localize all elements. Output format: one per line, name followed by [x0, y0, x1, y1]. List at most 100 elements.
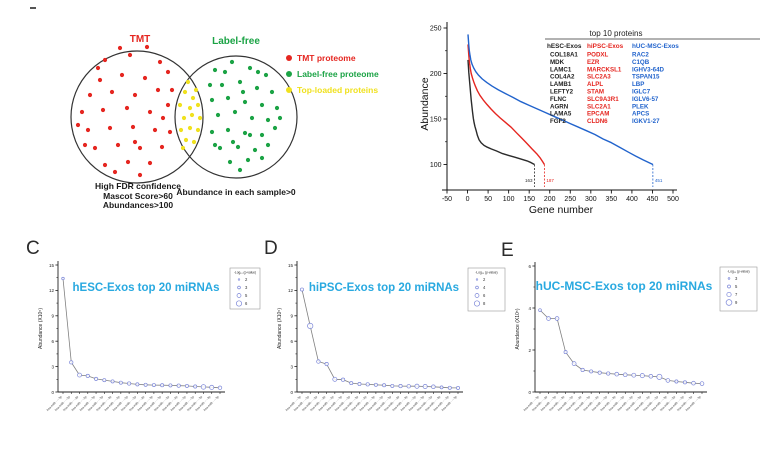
series-end-label: 451: [655, 178, 663, 183]
y-tick-label: 3: [290, 364, 293, 369]
mini-point: [656, 373, 663, 380]
protein-table-cell: FLNC: [550, 96, 567, 103]
y-tick-label: 15: [288, 263, 294, 268]
mini-point: [176, 383, 181, 388]
protein-table-cell: AGRN: [550, 103, 569, 110]
protein-table-cell: EZR: [587, 59, 600, 66]
mini-title: hESC-Exos top 20 miRNAs: [73, 282, 220, 294]
mini-point: [324, 362, 329, 367]
series-curve-hiPSC-Exos: [467, 44, 545, 165]
mini-point: [439, 385, 444, 390]
mini-legend-title: -Log₁₀ (p-value): [475, 271, 497, 275]
mini-ylabel: Abundance (X10⁵): [277, 308, 283, 349]
mini-legend-label: 2: [483, 277, 486, 282]
protein-table-cell: TSPAN15: [632, 74, 660, 81]
venn-dot-labelfree: [245, 157, 251, 163]
mini-point: [639, 373, 645, 379]
mini-point: [160, 383, 165, 388]
venn-dot-overlap: [197, 115, 203, 121]
venn-dot-labelfree: [259, 102, 265, 108]
venn-set-b-label: Label-free: [212, 36, 260, 47]
mini-point: [135, 382, 140, 387]
x-tick-label: 350: [606, 196, 618, 203]
y-tick-label: 0: [51, 390, 54, 395]
venn-dot-labelfree: [207, 82, 213, 88]
venn-dot-overlap: [190, 95, 196, 101]
mini-point: [151, 383, 156, 388]
mini-point: [606, 371, 611, 376]
venn-caption-a-line1: High FDR confidence: [95, 181, 181, 191]
protein-table-cell: APCS: [632, 111, 649, 118]
mini-point: [431, 384, 436, 390]
mini-point: [200, 384, 207, 390]
venn-dot-labelfree: [212, 142, 218, 148]
venn-dot-tmt: [127, 52, 133, 58]
protein-table-cell: IGLC7: [632, 89, 651, 96]
mini-line: [539, 309, 703, 384]
protein-table-header: hESC-Exos: [547, 43, 582, 50]
venn-dot-tmt: [124, 105, 130, 111]
mini-legend-dot-icon: [726, 291, 732, 298]
y-tick-label: 6: [51, 339, 54, 344]
mini-legend-dot-icon: [475, 285, 479, 290]
mini-title: hiPSC-Exos top 20 miRNAs: [309, 282, 459, 294]
mini-point: [648, 374, 654, 379]
venn-dot-tmt: [95, 65, 101, 71]
venn-legend-label: TMT proteome: [297, 53, 356, 63]
mini-point: [538, 308, 542, 312]
x-tick-label: 250: [564, 196, 576, 203]
protein-table-cell: FGF2: [550, 118, 566, 125]
labelfree-proteome-dot-icon: [286, 71, 292, 77]
venn-dot-labelfree: [265, 117, 271, 123]
x-tick-label: 100: [503, 196, 515, 203]
venn-dot-labelfree: [254, 85, 260, 91]
venn-dot-labelfree: [249, 115, 255, 121]
series-curve-hESC-Exos: [467, 59, 535, 166]
mini-point: [209, 384, 215, 390]
venn-dot-overlap: [180, 145, 186, 151]
venn-dot-tmt: [159, 144, 165, 150]
x-tick-label: 300: [585, 196, 597, 203]
mini-point: [77, 372, 82, 378]
mini-point: [102, 378, 107, 383]
protein-table-title: top 10 proteins: [590, 29, 643, 38]
venn-dot-labelfree: [272, 125, 278, 131]
venn-dot-tmt: [147, 109, 153, 115]
mini-point: [674, 379, 679, 384]
mini-point: [563, 350, 568, 355]
venn-set-a-label: TMT: [129, 34, 151, 45]
mini-point: [69, 360, 74, 365]
tmt-proteome-dot-icon: [286, 55, 292, 61]
venn-dot-tmt: [165, 102, 171, 108]
series-curve-hUC-MSC-Exos: [467, 34, 654, 166]
protein-table-cell: PLEK: [632, 103, 649, 110]
venn-dot-labelfree: [209, 129, 215, 135]
venn-dot-labelfree: [240, 89, 246, 95]
venn-dot-labelfree: [212, 67, 218, 73]
venn-dot-overlap: [195, 127, 201, 133]
venn-diagram: [70, 44, 298, 184]
series-end-label: 163: [525, 178, 533, 183]
venn-dot-tmt: [144, 44, 150, 50]
venn-dot-overlap: [193, 87, 199, 93]
mini-point: [623, 372, 628, 378]
mini-legend-box: [719, 266, 758, 312]
y-tick-label: 0: [290, 390, 293, 395]
mini-legend-label: 7: [735, 292, 738, 297]
mini-legend-label: 3: [735, 276, 738, 281]
venn-legend-row-labelfree: Label-free proteome: [286, 66, 379, 82]
y-tick-label: 12: [288, 288, 294, 293]
protein-table-cell: MDK: [550, 59, 565, 66]
mini-point: [422, 384, 428, 389]
y-tick-label: 12: [49, 288, 55, 293]
venn-dot-labelfree: [235, 144, 241, 150]
venn-dot-tmt: [165, 69, 171, 75]
venn-legend-label: Top-loaded proteins: [297, 85, 379, 95]
protein-table-cell: LEFTY2: [550, 89, 574, 96]
venn-dot-tmt: [152, 127, 158, 133]
mini-point: [665, 378, 671, 383]
protein-table-cell: PODXL: [587, 52, 609, 59]
mini-legend-dot-icon: [727, 277, 731, 280]
